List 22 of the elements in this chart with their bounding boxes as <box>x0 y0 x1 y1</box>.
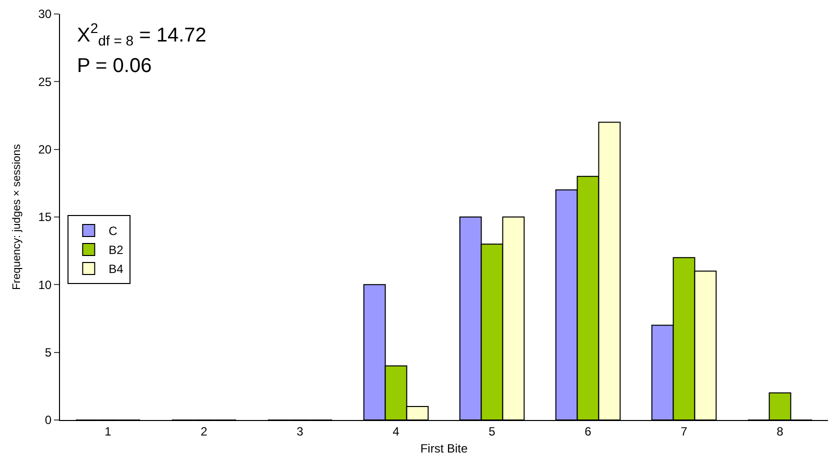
x-tick-label: 3 <box>296 424 304 438</box>
y-tick-label: 15 <box>38 210 52 224</box>
x-tick-label: 7 <box>680 424 688 438</box>
annotation: P = 0.06 <box>77 55 152 77</box>
y-tick-label: 5 <box>44 346 52 360</box>
x-tick-label: 4 <box>392 424 400 438</box>
y-tick-label: 10 <box>38 278 52 292</box>
y-tick-label: 25 <box>38 74 52 89</box>
y-tick-label: 30 <box>38 7 52 22</box>
x-tick-label: 2 <box>200 424 208 438</box>
y-axis-title: Frequency: judges × sessions <box>10 144 23 290</box>
legend-label: B4 <box>108 262 124 276</box>
x-tick-label: 8 <box>776 424 784 438</box>
legend-label: B2 <box>108 243 124 258</box>
x-tick-label: 6 <box>584 424 592 438</box>
annotation: X$^{2}$$_{df = 8}$ = 14.72 <box>77 20 206 49</box>
y-tick-label: 20 <box>38 142 52 157</box>
x-tick-label: 1 <box>104 424 112 438</box>
legend-label: C <box>108 224 118 238</box>
y-tick-label: 0 <box>44 413 52 428</box>
x-axis-title: First Bite <box>420 441 468 456</box>
x-tick-label: 5 <box>488 424 496 438</box>
